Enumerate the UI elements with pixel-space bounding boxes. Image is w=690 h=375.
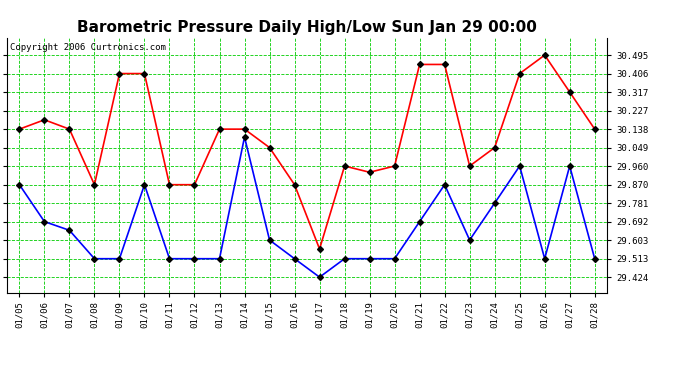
Title: Barometric Pressure Daily High/Low Sun Jan 29 00:00: Barometric Pressure Daily High/Low Sun J… — [77, 20, 537, 35]
Text: Copyright 2006 Curtronics.com: Copyright 2006 Curtronics.com — [10, 43, 166, 52]
